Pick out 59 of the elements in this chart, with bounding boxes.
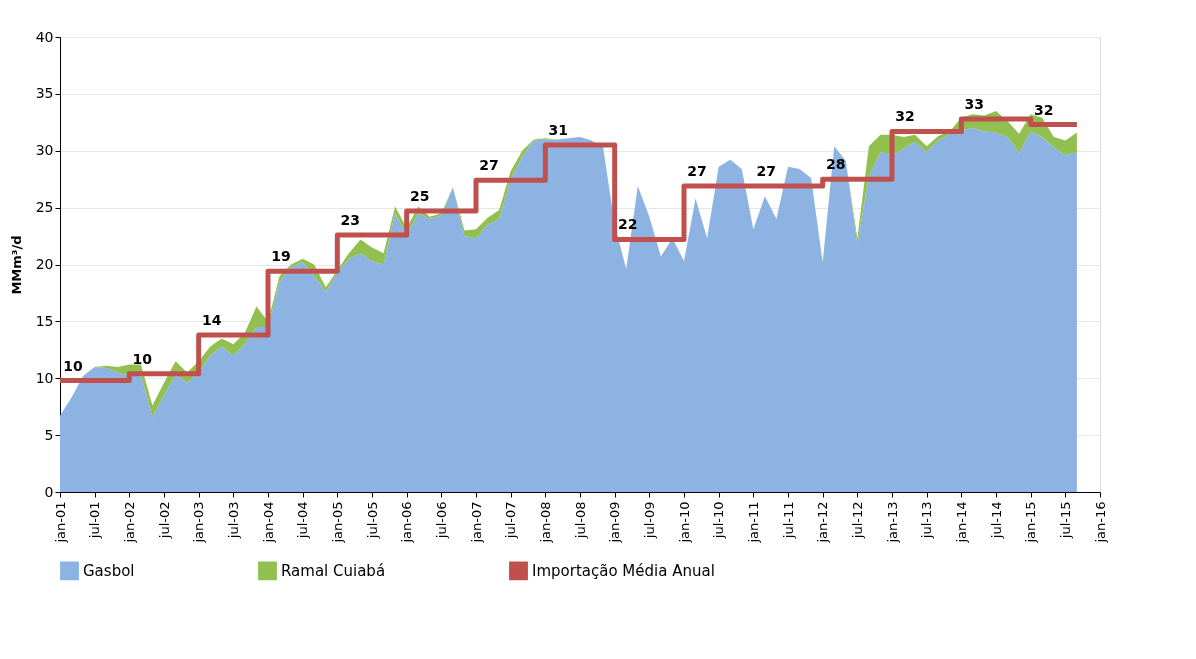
- y-tick-label: 5: [44, 426, 54, 443]
- x-tick-label: jul-06: [433, 501, 449, 540]
- data-label: 10: [63, 357, 83, 374]
- y-tick-label: 25: [35, 199, 54, 216]
- x-tick-label: jul-13: [919, 501, 935, 540]
- x-tick-label: jul-07: [503, 501, 519, 540]
- x-tick-label: jan-08: [537, 501, 553, 544]
- x-tick-label: jul-05: [364, 501, 380, 540]
- data-label: 22: [617, 216, 638, 233]
- y-tick-label: 20: [35, 256, 54, 272]
- data-label: 27: [756, 163, 777, 180]
- data-label: 10: [132, 350, 153, 367]
- legend-label: Gasbol: [83, 561, 135, 580]
- x-tick-label: jan-06: [399, 501, 415, 544]
- x-tick-label: jan-10: [676, 501, 692, 544]
- x-tick-label: jan-11: [745, 501, 761, 544]
- data-label: 28: [825, 156, 846, 173]
- x-tick-label: jan-07: [468, 501, 484, 544]
- x-tick-label: jan-03: [191, 501, 207, 544]
- data-label: 19: [271, 248, 291, 265]
- data-label: 32: [895, 108, 915, 125]
- x-tick-label: jan-01: [52, 501, 68, 544]
- x-tick-label: jan-16: [1092, 501, 1108, 544]
- legend-label: Ramal Cuiabá: [281, 561, 386, 580]
- y-tick-label: 35: [35, 85, 54, 102]
- data-label: 32: [1033, 101, 1054, 118]
- y-tick-label: 15: [35, 312, 54, 329]
- x-tick-label: jul-01: [87, 501, 103, 540]
- x-tick-label: jul-15: [1057, 501, 1073, 540]
- y-axis-title: MMm³/d: [8, 235, 24, 295]
- x-tick-label: jul-09: [641, 501, 657, 540]
- legend-label: Importação Média Anual: [532, 561, 715, 580]
- x-tick-label: jul-10: [711, 501, 727, 540]
- y-tick-label: 10: [35, 369, 54, 386]
- x-tick-label: jul-04: [295, 501, 311, 540]
- data-label: 14: [201, 312, 222, 329]
- x-tick-label: jan-05: [329, 501, 345, 544]
- x-tick-label: jan-09: [607, 501, 623, 544]
- data-label: 23: [340, 211, 361, 228]
- data-label: 31: [548, 122, 569, 139]
- x-tick-label: jan-14: [953, 501, 969, 544]
- data-label: 27: [687, 163, 707, 180]
- data-label: 33: [964, 95, 985, 112]
- x-tick-label: jan-04: [260, 501, 276, 544]
- x-tick-label: jan-12: [815, 501, 831, 544]
- x-tick-label: jul-14: [988, 501, 1004, 540]
- x-tick-label: jan-15: [1023, 501, 1039, 544]
- y-tick-label: 30: [35, 142, 54, 159]
- y-tick-label: 40: [35, 28, 54, 45]
- data-label: 25: [409, 188, 430, 205]
- x-tick-label: jul-02: [156, 501, 172, 540]
- data-label: 27: [479, 157, 499, 174]
- x-tick-label: jul-11: [780, 501, 796, 540]
- x-tick-label: jan-13: [884, 501, 900, 544]
- x-tick-label: jan-02: [121, 501, 137, 544]
- x-tick-label: jul-12: [849, 501, 865, 540]
- x-tick-label: jul-03: [225, 501, 241, 540]
- y-tick-label: 0: [44, 483, 54, 500]
- x-tick-label: jul-08: [572, 501, 588, 540]
